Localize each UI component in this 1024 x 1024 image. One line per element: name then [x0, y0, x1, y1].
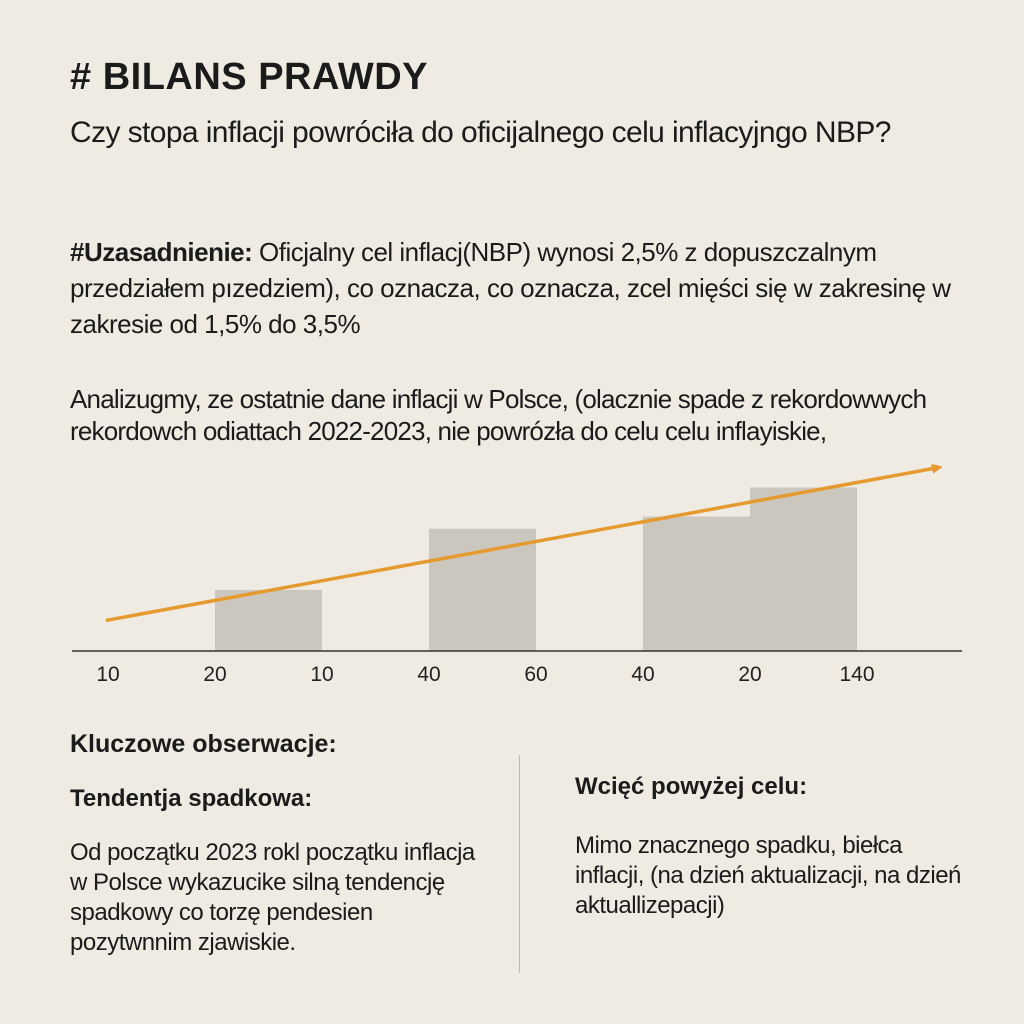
observation-left-heading: Tendentja spadkowa: [70, 785, 313, 812]
observation-left-text: Od początku 2023 rokl początku inflacja … [70, 839, 475, 956]
justification-text: Oficjalny cel inflacj(NBP) wynosi 2,5% z… [70, 237, 951, 339]
page-title: # BILANS PRAWDY [70, 56, 428, 98]
bar-3 [643, 516, 750, 651]
page-question: Czy stopa inflacji powróciła do oficijal… [70, 116, 891, 149]
observation-right-text: Mimo znacznego spadku, biełca inflacji, … [575, 832, 961, 919]
bar-4 [750, 487, 857, 651]
x-tick-label: 40 [631, 663, 654, 686]
x-tick-label: 60 [524, 663, 547, 686]
x-tick-label: 20 [738, 663, 761, 686]
x-tick-label: 140 [839, 663, 874, 686]
trend-arrow [105, 468, 938, 623]
x-tick-label: 40 [417, 663, 440, 686]
observations-heading: Kluczowe obserwacje: [70, 730, 337, 758]
x-tick-label: 10 [96, 663, 119, 686]
justification-label: #Uzasadnienie: [70, 237, 253, 267]
column-divider [519, 755, 520, 973]
justification-paragraph: #Uzasadnienie: Oficjalny cel inflacj(NBP… [70, 234, 970, 342]
bar-2 [429, 528, 536, 651]
x-tick-label: 10 [310, 663, 333, 686]
bar-1 [215, 589, 322, 651]
inflation-chart: 10 20 10 40 60 40 20 140 [72, 440, 962, 686]
analysis-paragraph: Analizugmy, ze ostatnie dane inflacji w … [70, 384, 927, 446]
observation-right-heading: Wcięć powyżej celu: [575, 773, 808, 800]
x-tick-label: 20 [203, 663, 226, 686]
